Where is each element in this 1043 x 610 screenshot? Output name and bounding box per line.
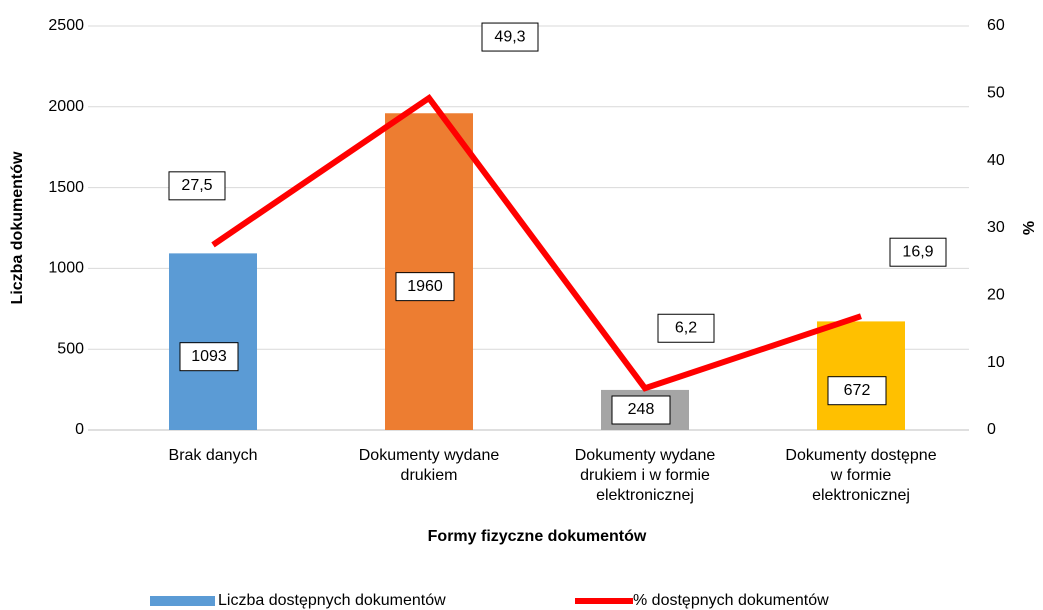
legend-swatch	[150, 596, 215, 606]
line-value-label-box	[889, 237, 947, 267]
line	[211, 93, 862, 392]
y2-axis-title: %	[1021, 221, 1038, 235]
line-value-label: 27,5	[181, 177, 212, 194]
y2-tick-label: 50	[987, 85, 1005, 102]
y-tick-label: 2000	[48, 98, 84, 115]
x-tick-label: Brak danych	[169, 447, 258, 464]
x-tick-label: Dokumenty wydane drukiem	[359, 447, 500, 484]
y-tick-label: 500	[57, 340, 84, 357]
bar-value-label-box	[179, 342, 239, 372]
y2-tick-label: 60	[987, 17, 1005, 34]
y2-tick-label: 20	[987, 287, 1005, 304]
y-tick-label: 1500	[48, 179, 84, 196]
legend-label: Liczba dostępnych dokumentów	[218, 592, 446, 609]
y-tick-label: 0	[75, 421, 84, 438]
bar	[385, 113, 473, 430]
line-value-label-box	[481, 22, 539, 52]
y-axis-title: Liczba dokumentów	[9, 151, 26, 304]
bar-value-label: 672	[844, 382, 871, 399]
y2-tick-label: 30	[987, 219, 1005, 236]
line-value-label-box	[657, 313, 715, 343]
bar-value-label: 1960	[407, 278, 443, 295]
y-tick-label: 1000	[48, 260, 84, 277]
x-axis-title: Formy fizyczne dokumentów	[428, 528, 647, 545]
y2-tick-label: 40	[987, 152, 1005, 169]
bar	[817, 321, 905, 430]
x-tick-label: Dokumenty dostępne w formie elektronicznej	[785, 447, 936, 504]
bar-value-label: 1093	[191, 348, 227, 365]
bar-value-label-box	[395, 272, 455, 302]
bar-value-label-box	[611, 395, 671, 425]
legend-label: % dostępnych dokumentów	[633, 592, 829, 609]
line-value-label: 49,3	[494, 28, 525, 45]
line-value-label: 16,9	[902, 243, 933, 260]
y-tick-label: 2500	[48, 17, 84, 34]
y2-tick-label: 10	[987, 354, 1005, 371]
line-value-label: 6,2	[675, 319, 697, 336]
bar-value-label-box	[827, 376, 887, 406]
line-value-label-box	[168, 171, 226, 201]
bar-value-label: 248	[628, 401, 655, 418]
y2-tick-label: 0	[987, 421, 996, 438]
bar	[169, 253, 257, 430]
x-tick-label: Dokumenty wydane drukiem i w formie elektr…	[575, 447, 716, 504]
